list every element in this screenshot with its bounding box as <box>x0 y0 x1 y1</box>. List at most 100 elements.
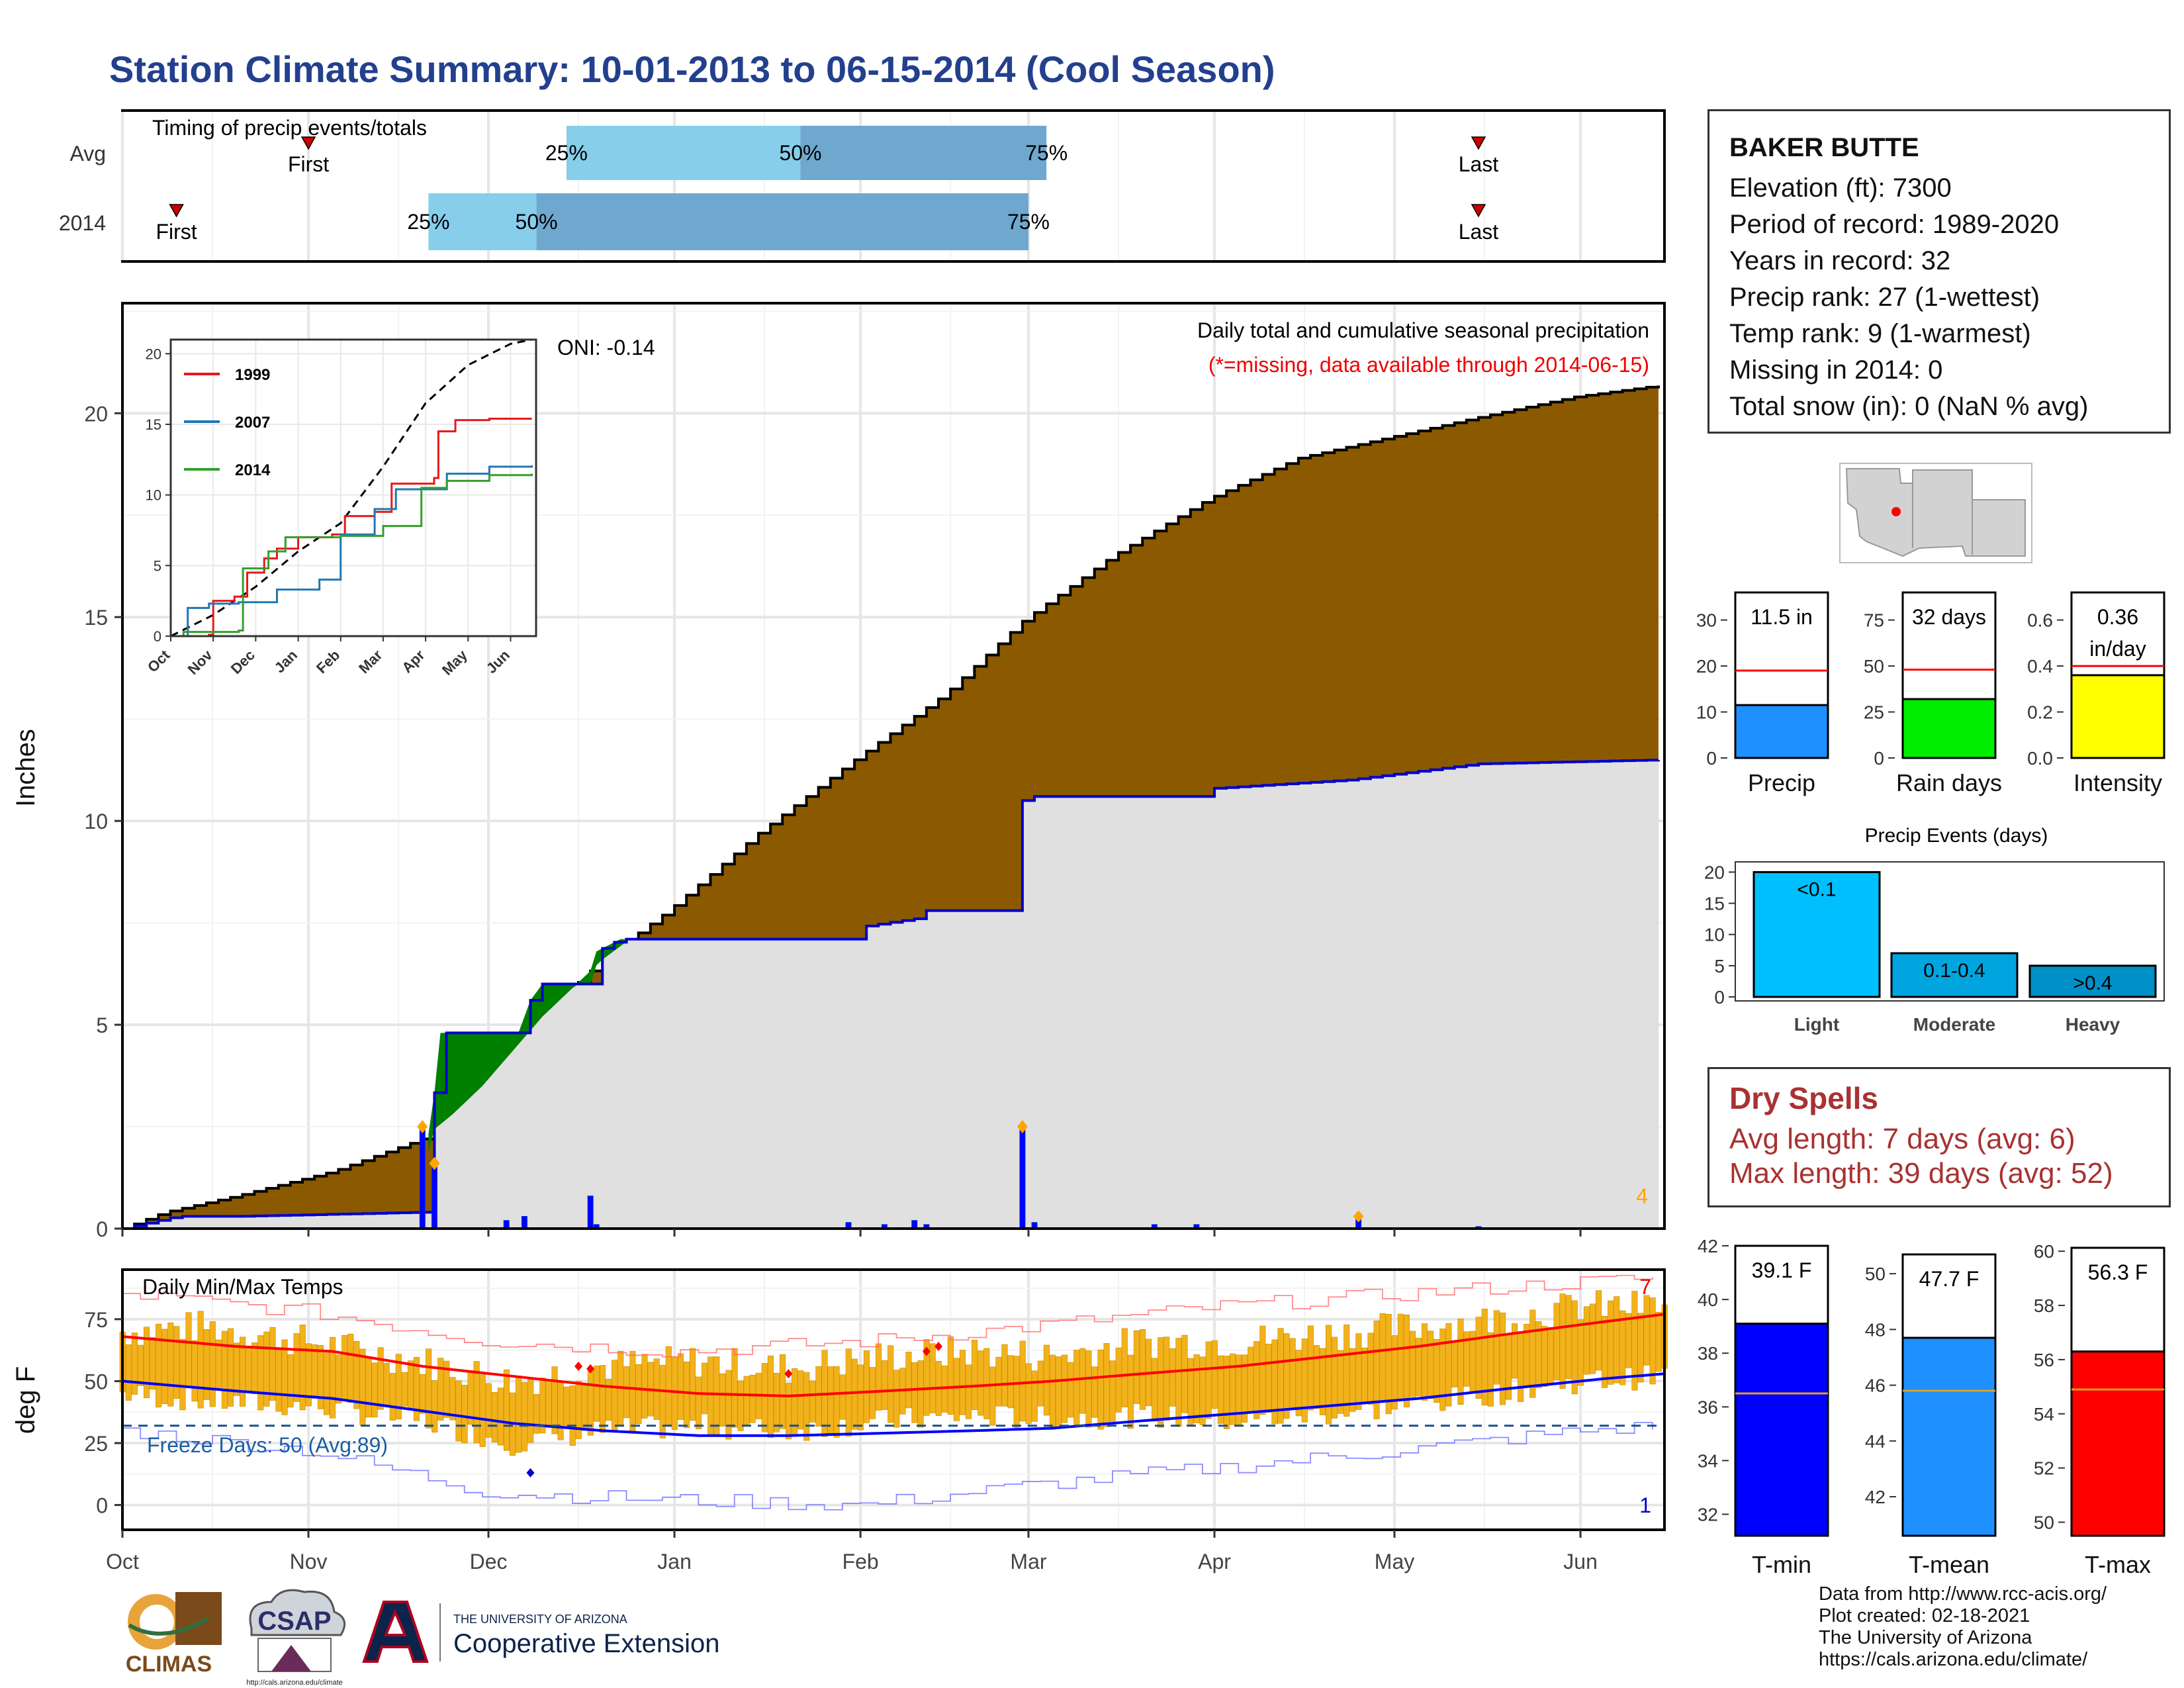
temp-daily-bar <box>1518 1332 1524 1402</box>
temp-daily-bar <box>1001 1344 1008 1407</box>
temp-daily-bar <box>659 1365 666 1438</box>
temp-daily-bar <box>137 1344 144 1386</box>
temp-daily-bar <box>293 1333 300 1402</box>
events-bar <box>1890 952 2019 998</box>
record-high-marker <box>784 1369 793 1379</box>
temp-daily-bar <box>533 1393 540 1434</box>
record-high-marker <box>934 1342 942 1352</box>
temp-daily-bar <box>1391 1335 1398 1410</box>
temp-daily-bar <box>786 1383 792 1440</box>
station-line: Precip rank: 27 (1-wettest) <box>1729 283 2040 312</box>
credit-line: The University of Arizona <box>1819 1627 2032 1648</box>
temp-daily-bar <box>389 1373 396 1421</box>
timing-last-marker <box>1471 204 1486 218</box>
temp-daily-bar <box>797 1370 804 1430</box>
temp-chart-title: Daily Min/Max Temps <box>142 1275 343 1299</box>
temp-bar-value-label: 39.1 F <box>1752 1258 1812 1282</box>
precip-panel: 0 5 10 15 20 Inches Daily total and cumulati… <box>11 302 1666 1241</box>
temp-daily-bar <box>1068 1362 1074 1418</box>
temp-daily-bar <box>443 1360 450 1418</box>
csap-url: http://cals.arizona.edu/climate <box>246 1679 343 1687</box>
temp-daily-bar <box>581 1385 588 1431</box>
temp-daily-bar <box>455 1380 462 1442</box>
station-line: Period of record: 1989-2020 <box>1729 210 2060 239</box>
temp-daily-bar <box>1211 1340 1218 1409</box>
timing-last-marker-label: Last <box>1459 220 1499 244</box>
temp-bar-value-label: 47.7 F <box>1919 1267 1979 1291</box>
temp-daily-bar <box>1619 1310 1626 1385</box>
station-name: BAKER BUTTE <box>1729 133 1919 162</box>
temp-daily-bar <box>1595 1290 1602 1371</box>
temp-daily-bar <box>1205 1341 1212 1419</box>
temp-daily-bar <box>887 1345 894 1423</box>
temp-daily-bar <box>1085 1350 1092 1428</box>
temp-daily-bar <box>1625 1313 1632 1368</box>
temp-daily-bar <box>191 1340 198 1402</box>
temp-bar-tick-label: 50 <box>2034 1513 2054 1533</box>
ua-top-text: THE UNIVERSITY OF ARIZONA <box>453 1613 627 1626</box>
temp-daily-bar <box>437 1358 444 1421</box>
temp-daily-bar <box>1529 1309 1536 1398</box>
temp-daily-bar <box>1583 1306 1590 1375</box>
ua-logo: THE UNIVERSITY OF ARIZONA Cooperative Ex… <box>362 1601 719 1663</box>
temp-bar-tick-label: 54 <box>2034 1404 2054 1425</box>
temp-daily-bar <box>281 1339 288 1415</box>
temp-daily-bar <box>1487 1332 1494 1407</box>
temp-daily-bar <box>857 1364 864 1430</box>
temp-daily-bar <box>677 1353 684 1420</box>
temp-daily-bar <box>978 1350 984 1416</box>
small-bar-tick-label: 75 <box>1864 610 1884 631</box>
temp-daily-bar <box>917 1360 924 1428</box>
timing-row-label-2014: 2014 <box>59 211 106 235</box>
temp-daily-bar <box>173 1326 180 1399</box>
csap-logo: CSAP http://cals.arizona.edu/climate <box>246 1589 346 1687</box>
temp-daily-bar <box>1193 1354 1200 1423</box>
temp-daily-bar <box>1289 1338 1296 1408</box>
timing-row-label-avg: Avg <box>69 142 106 165</box>
temp-daily-bar <box>1553 1303 1560 1380</box>
temp-daily-bar <box>221 1331 228 1409</box>
temp-daily-bar <box>516 1376 522 1453</box>
temp-daily-bar <box>1223 1356 1230 1430</box>
precip-daily-bar <box>587 1196 594 1229</box>
temp-daily-bar <box>1091 1366 1098 1418</box>
small-bar-tick-label: 0.2 <box>2027 702 2053 723</box>
events-tick-label: 5 <box>1714 956 1725 976</box>
temp-daily-bar <box>1512 1323 1518 1379</box>
timing-panel: 25% 50% 75% First Last 25% 50% 75% First Last Tim… <box>59 109 1666 263</box>
temp-daily-bar <box>287 1354 294 1408</box>
dry-spells-max: Max length: 39 days (avg: 52) <box>1729 1157 2113 1190</box>
precip-daily-bar <box>521 1216 527 1229</box>
temp-daily-bar <box>1367 1333 1374 1405</box>
temp-daily-bar <box>1313 1345 1320 1409</box>
temp-daily-bar <box>839 1374 846 1420</box>
small-bar-value-label: 32 days <box>1912 605 1986 629</box>
dry-spells-box: Dry Spells Avg length: 7 days (avg: 6) M… <box>1707 1067 2171 1207</box>
temp-daily-bar <box>426 1348 432 1429</box>
station-line: Years in record: 32 <box>1729 246 1951 275</box>
temp-daily-bar <box>233 1342 240 1396</box>
temp-daily-bar <box>761 1363 768 1432</box>
temp-daily-bar <box>167 1322 174 1407</box>
precip-surplus-fill <box>428 939 627 1153</box>
temp-daily-bar <box>1535 1321 1542 1388</box>
oni-label: ONI: -0.14 <box>557 336 655 359</box>
record-low-line <box>122 1421 1653 1511</box>
events-category-label: Light <box>1794 1014 1839 1035</box>
temp-daily-bar <box>185 1312 192 1388</box>
temp-daily-bar <box>311 1344 318 1399</box>
temp-daily-bar <box>773 1373 780 1432</box>
timing-first-marker <box>169 204 184 218</box>
temp-daily-bar <box>1415 1338 1422 1397</box>
temp-daily-bar <box>1301 1338 1308 1423</box>
dry-spells-title: Dry Spells <box>1729 1081 1878 1115</box>
temp-daily-bar <box>1181 1335 1188 1413</box>
timing-last-marker-label: Last <box>1459 152 1499 176</box>
temp-daily-bar <box>1385 1313 1392 1415</box>
small-bar-label: Intensity <box>2073 769 2162 796</box>
temp-daily-bar <box>1133 1330 1140 1404</box>
temp-daily-bar <box>1433 1338 1440 1403</box>
temp-daily-bar <box>713 1356 720 1436</box>
temp-daily-bar <box>1379 1313 1386 1401</box>
